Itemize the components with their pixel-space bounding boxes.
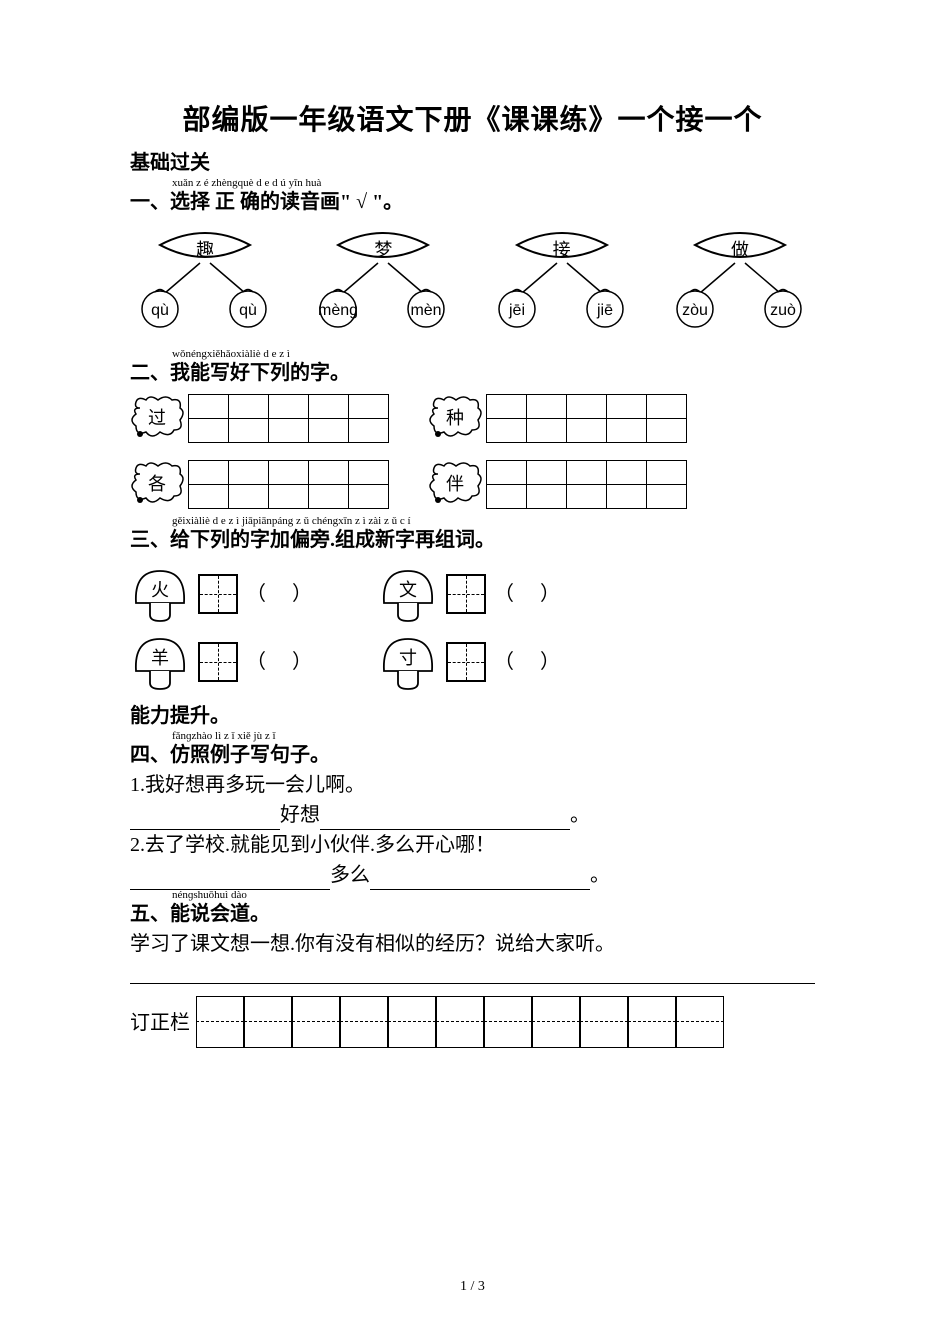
tianzi-box [446, 574, 486, 614]
blank-paren: （） [494, 647, 586, 677]
cherry-right: zuò [770, 302, 796, 319]
correction-label: 订正栏 [130, 996, 190, 1038]
blank-paren: （） [246, 579, 338, 609]
section-basics: 基础过关 [130, 148, 815, 178]
writing-grid [188, 460, 388, 508]
section-ability: 能力提升。 [130, 701, 815, 731]
mushroom-label: 文 [399, 577, 417, 604]
q2-text: 二、我能写好下列的字。 [130, 358, 815, 388]
cloud-char: 各 [130, 462, 184, 506]
writing-grid [188, 394, 388, 442]
q3-text: 三、给下列的字加偏旁.组成新字再组词。 [130, 525, 815, 555]
mushroom-unit: 火 （） [130, 565, 338, 623]
write-unit: 过 [130, 394, 388, 442]
cherry-left: mèng [318, 302, 358, 319]
worksheet-page: 部编版一年级语文下册《课课练》一个接一个 基础过关 xuǎn z é zhèng… [0, 0, 945, 1337]
q4-blank1: 好想。 [130, 800, 815, 830]
q4-text: 四、仿照例子写句子。 [130, 740, 815, 770]
blank-paren: （） [494, 579, 586, 609]
tianzi-box [198, 574, 238, 614]
q1-text: 一、选择 正 确的读音画" √ "。 [130, 187, 815, 217]
mushroom-unit: 寸 （） [378, 633, 586, 691]
mushroom-char: 火 [130, 565, 190, 623]
correction-grid [196, 996, 724, 1048]
q4-example2: 2.去了学校.就能见到小伙伴.多么开心哪！ [130, 830, 815, 860]
mushroom-char: 寸 [378, 633, 438, 691]
tianzi-box [198, 642, 238, 682]
blank-paren: （） [246, 647, 338, 677]
page-title: 部编版一年级语文下册《课课练》一个接一个 [130, 100, 815, 142]
answer-line [130, 959, 815, 984]
cherry-left: jēi [508, 302, 525, 319]
writing-grid [486, 460, 686, 508]
mushroom-char: 羊 [130, 633, 190, 691]
cherry-item: jēi jiē 接 [487, 225, 637, 339]
cherry-row: qù qù 趣 mèng mèn 梦 [130, 225, 815, 339]
write-unit: 种 [428, 394, 686, 442]
q4-mid1: 好想 [280, 804, 320, 826]
cherry-left: qù [151, 302, 169, 319]
q4-example1: 1.我好想再多玩一会儿啊。 [130, 770, 815, 800]
mushroom-unit: 文 （） [378, 565, 586, 623]
write-unit: 伴 [428, 460, 686, 508]
mushroom-label: 火 [151, 577, 169, 604]
cloud-label: 伴 [446, 471, 464, 498]
write-unit: 各 [130, 460, 388, 508]
mushroom-label: 寸 [399, 645, 417, 672]
cherry-right: jiē [596, 302, 613, 319]
cherry-right: mèn [411, 302, 442, 319]
cloud-label: 各 [148, 471, 166, 498]
cherry-right: qù [239, 302, 257, 319]
cloud-label: 过 [148, 405, 166, 432]
mushroom-unit: 羊 （） [130, 633, 338, 691]
cherry-item: qù qù 趣 [130, 225, 280, 339]
cherry-item: zòu zuò 做 [665, 225, 815, 339]
writing-grid [486, 394, 686, 442]
cherry-left: zòu [682, 302, 708, 319]
cherry-char: 梦 [308, 237, 458, 264]
page-number: 1 / 3 [0, 1276, 945, 1297]
cloud-char: 种 [428, 396, 482, 440]
mushroom-row: 火 （） 文 （） [130, 565, 815, 623]
cherry-item: mèng mèn 梦 [308, 225, 458, 339]
q5-body: 学习了课文想一想.你有没有相似的经历？说给大家听。 [130, 929, 815, 959]
mushroom-label: 羊 [151, 645, 169, 672]
cloud-char: 伴 [428, 462, 482, 506]
cloud-char: 过 [130, 396, 184, 440]
cherry-char: 做 [665, 237, 815, 264]
q4-mid2: 多么 [330, 864, 370, 886]
cloud-label: 种 [446, 405, 464, 432]
write-row: 各 伴 [130, 460, 815, 508]
mushroom-row: 羊 （） 寸 （） [130, 633, 815, 691]
mushroom-char: 文 [378, 565, 438, 623]
q5-text: 五、能说会道。 [130, 899, 815, 929]
correction-row: 订正栏 [130, 996, 815, 1048]
tianzi-box [446, 642, 486, 682]
cherry-char: 接 [487, 237, 637, 264]
cherry-char: 趣 [130, 237, 280, 264]
write-row: 过 种 [130, 394, 815, 442]
q4-blank2: 多么。 [130, 860, 815, 890]
